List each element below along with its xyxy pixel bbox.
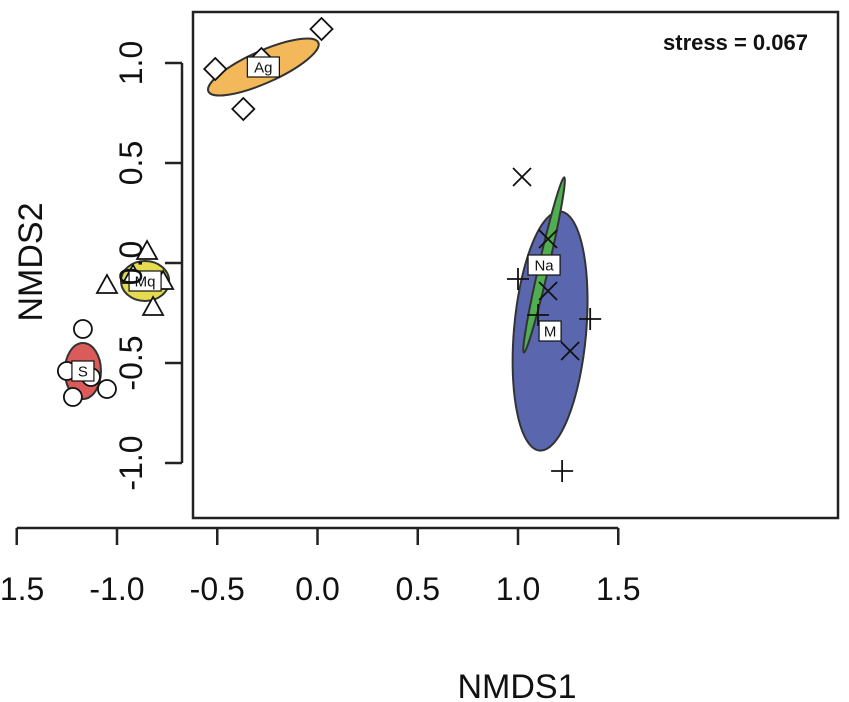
label-box [71, 360, 95, 382]
plot-frame [191, 10, 840, 520]
group-label-s: S [71, 360, 95, 382]
group-label-m: M [538, 320, 562, 342]
stress-annotation: stress = 0.067 [663, 30, 808, 55]
group-labels: Ag Mq S M Na [71, 56, 562, 382]
point-m [551, 460, 574, 482]
group-label-ag: Ag [246, 56, 280, 78]
label-box [538, 320, 562, 342]
point-ag [231, 96, 256, 122]
point-na [538, 229, 558, 249]
label-box [246, 56, 280, 78]
point-mq [135, 239, 159, 260]
point-m [579, 308, 602, 330]
x-tick-label: -0.5 [190, 571, 245, 607]
point-m [527, 304, 550, 326]
point-na [560, 341, 580, 361]
y-tick-label: 0.0 [113, 241, 149, 285]
x-tick-label: 0.5 [396, 571, 440, 607]
point-na [538, 281, 558, 301]
x-tick-label: 1.0 [496, 571, 540, 607]
axes: -1.5 -1.0 -0.5 0.0 0.5 1.0 1.5 -1.0 -0.5 0.0 0.5 1.… [0, 41, 640, 607]
label-text: Mq [135, 274, 156, 291]
x-tick-label: 0.0 [295, 571, 339, 607]
label-box [128, 270, 162, 292]
point-m [507, 268, 529, 290]
point-s [62, 387, 83, 407]
x-axis-label: NMDS1 [457, 668, 576, 702]
x-tick-label: 1.5 [596, 571, 640, 607]
group-label-mq: Mq [128, 270, 162, 292]
point-s [73, 319, 93, 339]
y-tick-label: 1.0 [113, 41, 149, 85]
label-text: Ag [254, 60, 272, 77]
label-box [527, 254, 561, 276]
point-na [512, 167, 532, 187]
label-text: Na [534, 258, 554, 275]
point-s [97, 379, 117, 399]
point-ag [202, 56, 228, 82]
y-tick-label: -0.5 [113, 335, 149, 390]
group-label-na: Na [527, 254, 561, 276]
y-tick-label: 0.5 [113, 141, 149, 185]
point-mq [95, 273, 119, 294]
x-tick-label: -1.0 [89, 571, 144, 607]
label-text: S [78, 364, 88, 381]
point-ag [309, 16, 334, 42]
point-mq [141, 295, 165, 316]
x-tick-label: -1.5 [0, 571, 44, 607]
y-tick-label: -1.0 [113, 435, 149, 490]
label-text: M [544, 324, 557, 341]
y-axis-label: NMDS2 [12, 202, 50, 321]
